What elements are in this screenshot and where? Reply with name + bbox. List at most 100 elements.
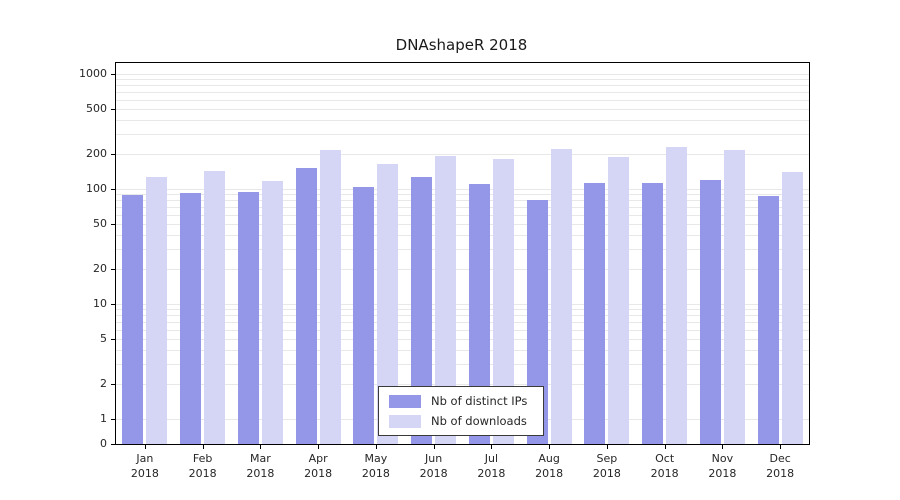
gridline (116, 194, 809, 196)
bar-distinct-ips-may (353, 186, 375, 444)
y-tick-mark (111, 108, 115, 110)
x-tick-mark (549, 445, 551, 449)
bar-downloads-apr (319, 150, 341, 444)
plot-area: Nb of distinct IPs Nb of downloads 1000 5… (79, 62, 810, 480)
x-tick-mark (202, 445, 204, 449)
x-tick-label-jul: Jul 2018 (477, 452, 506, 481)
gridline (116, 364, 809, 366)
gridline (116, 108, 809, 110)
gridline (116, 200, 809, 202)
gridline (116, 134, 809, 136)
bar-downloads-nov (723, 150, 745, 444)
bar-downloads-may (377, 163, 399, 444)
y-tick-mark (111, 189, 115, 190)
x-tick-mark (664, 445, 666, 449)
x-tick-label-oct: Oct 2018 (650, 452, 679, 481)
y-tick-label: 2 (100, 377, 107, 391)
bar-downloads-aug (550, 149, 572, 444)
y-tick-mark (111, 444, 115, 445)
y-tick-mark (111, 74, 115, 75)
gridline (116, 154, 809, 156)
gridline (116, 85, 809, 87)
y-tick-mark (111, 269, 115, 271)
legend-label-downloads: Nb of downloads (431, 414, 527, 428)
x-tick-label-nov: Nov 2018 (708, 452, 737, 481)
y-tick-label: 500 (86, 101, 107, 115)
y-tick-label: 10 (93, 296, 107, 310)
gridline (116, 269, 809, 271)
x-tick-mark (780, 445, 782, 449)
bar-distinct-ips-aug (526, 200, 548, 444)
bar-downloads-oct (666, 146, 688, 444)
x-tick-mark (433, 445, 435, 449)
gridline (116, 321, 809, 323)
x-tick-label-may: May 2018 (361, 452, 390, 481)
gridline (116, 249, 809, 251)
x-tick-mark (260, 445, 262, 449)
legend-swatch-downloads (389, 414, 421, 428)
bar-downloads-mar (261, 181, 283, 444)
x-tick-label-sep: Sep 2018 (592, 452, 621, 481)
gridline (116, 304, 809, 305)
chart-title: DNAshapeR 2018 (395, 36, 528, 54)
gridline (116, 206, 809, 208)
bar-downloads-dec (781, 171, 803, 444)
y-tick-label: 5 (100, 331, 107, 345)
bar-distinct-ips-sep (584, 182, 606, 444)
bar-distinct-ips-dec (757, 195, 779, 444)
legend: Nb of distinct IPs Nb of downloads (378, 386, 545, 436)
bar-distinct-ips-jul (468, 184, 490, 444)
gridline (116, 223, 809, 225)
x-tick-mark (606, 445, 608, 449)
bar-distinct-ips-mar (237, 192, 259, 444)
x-tick-label-jun: Jun 2018 (419, 452, 448, 481)
bar-distinct-ips-jun (411, 176, 433, 444)
gridline (116, 91, 809, 93)
bar-distinct-ips-nov (699, 179, 721, 444)
gridline (116, 315, 809, 317)
x-tick-label-feb: Feb 2018 (188, 452, 217, 481)
gridline (116, 74, 809, 75)
x-tick-label-jan: Jan 2018 (130, 452, 159, 481)
x-tick-label-apr: Apr 2018 (304, 452, 333, 481)
x-tick-mark (491, 445, 493, 449)
y-tick-label: 20 (93, 262, 107, 276)
bar-distinct-ips-jan (122, 195, 144, 444)
x-tick-mark (375, 445, 377, 449)
legend-swatch-distinct-ips (389, 394, 421, 408)
bar-distinct-ips-feb (180, 193, 202, 444)
gridline (116, 234, 809, 236)
y-tick-label: 50 (93, 216, 107, 230)
y-tick-mark (111, 384, 115, 386)
y-tick-label: 1 (100, 411, 107, 425)
legend-item-downloads: Nb of downloads (389, 414, 527, 428)
bar-distinct-ips-apr (295, 168, 317, 444)
y-tick-label: 200 (86, 147, 107, 161)
x-tick-label-mar: Mar 2018 (246, 452, 275, 481)
legend-item-distinct-ips: Nb of distinct IPs (389, 394, 527, 408)
bar-downloads-jun (435, 156, 457, 444)
y-tick-label: 1000 (79, 66, 107, 80)
x-tick-label-aug: Aug 2018 (535, 452, 564, 481)
y-tick-mark (111, 223, 115, 225)
gridline (116, 99, 809, 101)
gridline (116, 329, 809, 331)
y-tick-mark (111, 419, 115, 420)
bar-downloads-sep (608, 157, 630, 444)
y-tick-label: 100 (86, 181, 107, 195)
x-tick-mark (722, 445, 724, 449)
gridline (116, 119, 809, 121)
x-tick-mark (144, 445, 146, 449)
bar-downloads-jan (146, 177, 168, 444)
gridline (116, 338, 809, 340)
y-tick-mark (111, 338, 115, 340)
gridline (116, 349, 809, 351)
bar-distinct-ips-oct (642, 183, 664, 444)
gridline (116, 309, 809, 311)
x-tick-label-dec: Dec 2018 (766, 452, 795, 481)
x-tick-mark (318, 445, 320, 449)
bar-downloads-jul (492, 158, 514, 444)
gridline (116, 214, 809, 216)
legend-label-distinct-ips: Nb of distinct IPs (431, 394, 528, 408)
